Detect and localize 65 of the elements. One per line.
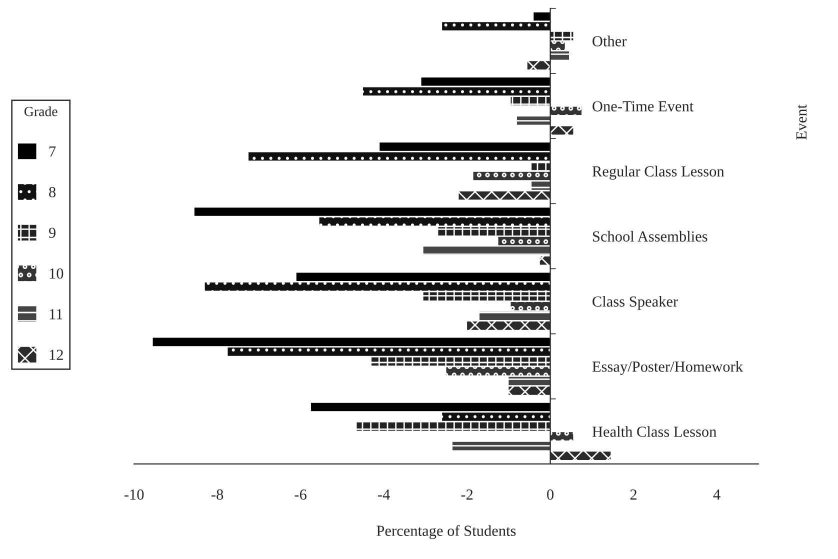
y-axis-title: Event xyxy=(796,104,807,140)
bar xyxy=(319,217,550,226)
bar xyxy=(423,292,550,301)
bar xyxy=(152,338,550,346)
y-tick-label: Health Class Lesson xyxy=(592,426,716,437)
x-tick-label: -2 xyxy=(461,489,473,500)
bar xyxy=(473,172,550,180)
y-tick-label: Other xyxy=(592,36,627,46)
bar xyxy=(458,191,550,200)
bar xyxy=(380,142,550,151)
bar xyxy=(248,152,550,161)
bar xyxy=(550,452,611,460)
x-tick-label: -10 xyxy=(124,489,144,500)
legend-label: 12 xyxy=(50,350,63,360)
bar xyxy=(550,51,570,60)
bar xyxy=(527,61,550,70)
bar xyxy=(438,227,550,236)
bar xyxy=(508,386,550,395)
bar xyxy=(421,77,550,86)
bar xyxy=(550,32,574,40)
bar xyxy=(550,432,574,440)
bar xyxy=(446,367,550,376)
y-tick-label: School Assemblies xyxy=(592,230,708,242)
x-tick-label: 0 xyxy=(547,489,554,500)
legend-label: 8 xyxy=(49,186,56,198)
legend-label: 7 xyxy=(50,146,56,156)
bar xyxy=(516,116,550,125)
y-tick-label: Class Speaker xyxy=(592,296,678,310)
bar xyxy=(480,312,550,320)
bar xyxy=(550,106,582,116)
bar xyxy=(356,422,550,431)
bar xyxy=(498,236,550,246)
x-tick-label: -6 xyxy=(294,489,306,500)
y-tick-label: One-Time Event xyxy=(592,101,694,112)
x-tick-label: -8 xyxy=(212,489,224,500)
bar xyxy=(194,208,550,216)
bar xyxy=(534,12,550,21)
bar xyxy=(532,162,550,170)
legend-title: Grade xyxy=(24,106,58,116)
bar xyxy=(550,42,565,50)
bar xyxy=(228,348,550,356)
y-tick-label: Essay/Poster/Homework xyxy=(592,361,744,375)
bar xyxy=(510,302,550,310)
bar xyxy=(442,412,550,421)
bar xyxy=(467,322,550,330)
bar xyxy=(371,357,550,366)
bar xyxy=(508,376,550,386)
legend-label: 9 xyxy=(48,228,56,238)
x-tick-label: 4 xyxy=(713,490,720,500)
x-axis-title: Percentage of Students xyxy=(376,525,516,540)
x-tick-label: -4 xyxy=(378,490,390,500)
bar xyxy=(452,442,550,450)
y-tick-label: Regular Class Lesson xyxy=(592,166,724,180)
bar xyxy=(362,87,550,96)
bar xyxy=(423,246,550,255)
legend-label: 10 xyxy=(50,268,64,279)
bar xyxy=(204,282,550,291)
bar xyxy=(442,22,550,30)
x-tick-label: 2 xyxy=(630,489,637,500)
bar xyxy=(310,402,550,412)
bar xyxy=(510,96,550,106)
legend-label: 11 xyxy=(50,309,62,320)
bar xyxy=(550,126,574,135)
bar xyxy=(532,182,550,190)
bar xyxy=(296,272,550,282)
